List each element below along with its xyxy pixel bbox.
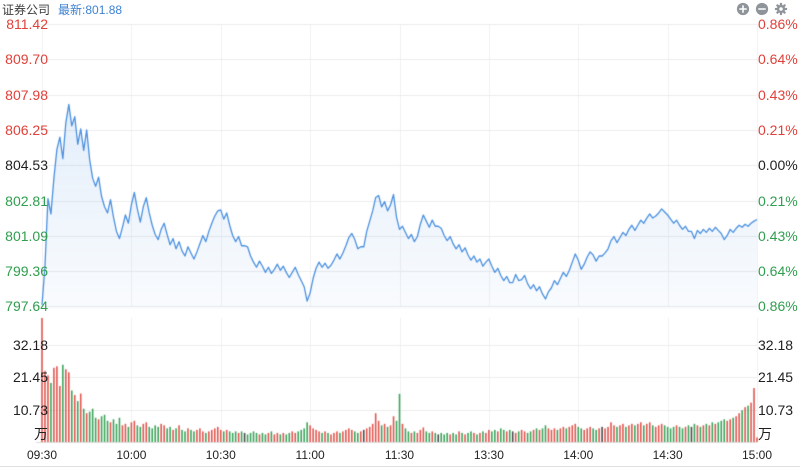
chart-header: 证券公司 最新:801.88: [0, 0, 800, 18]
stock-name: 证券公司: [2, 2, 51, 17]
zoom-out-icon[interactable]: [755, 2, 769, 16]
latest-price: 最新:801.88: [58, 2, 123, 17]
zoom-in-icon[interactable]: [736, 2, 750, 16]
header-toolbar: [736, 2, 788, 16]
settings-gear-icon[interactable]: [774, 2, 788, 16]
